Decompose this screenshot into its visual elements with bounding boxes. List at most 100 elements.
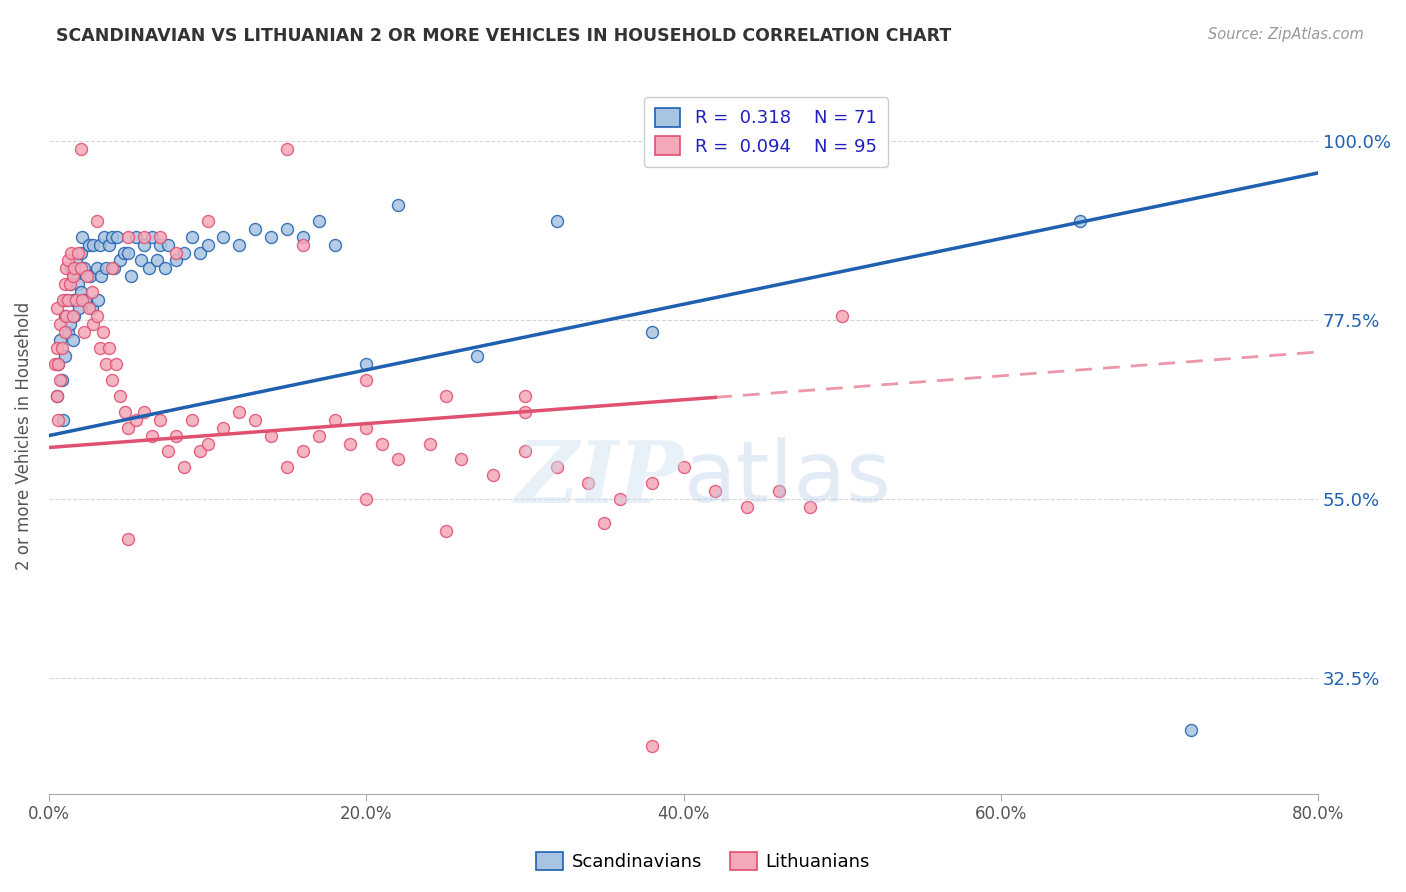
- Point: [104, 357, 127, 371]
- Point: [101, 373, 124, 387]
- Point: [465, 349, 488, 363]
- Point: [69, 285, 91, 300]
- Point: [141, 229, 163, 244]
- Point: [134, 229, 156, 244]
- Point: [291, 229, 314, 244]
- Point: [188, 444, 211, 458]
- Point: [173, 460, 195, 475]
- Point: [73, 261, 96, 276]
- Point: [323, 412, 346, 426]
- Point: [228, 405, 250, 419]
- Point: [94, 261, 117, 276]
- Point: [188, 245, 211, 260]
- Point: [173, 245, 195, 260]
- Point: [165, 245, 187, 260]
- Point: [356, 373, 378, 387]
- Point: [45, 341, 67, 355]
- Point: [165, 428, 187, 442]
- Point: [228, 237, 250, 252]
- Point: [48, 357, 70, 371]
- Point: [67, 301, 90, 316]
- Point: [56, 325, 79, 339]
- Point: [75, 293, 97, 308]
- Legend: Scandinavians, Lithuanians: Scandinavians, Lithuanians: [529, 845, 877, 879]
- Point: [434, 524, 457, 538]
- Point: [69, 245, 91, 260]
- Point: [323, 237, 346, 252]
- Point: [141, 428, 163, 442]
- Point: [77, 301, 100, 316]
- Point: [91, 325, 114, 339]
- Point: [134, 237, 156, 252]
- Point: [117, 532, 139, 546]
- Point: [197, 436, 219, 450]
- Point: [245, 412, 267, 426]
- Point: [117, 420, 139, 434]
- Point: [56, 293, 79, 308]
- Point: [704, 484, 727, 499]
- Point: [86, 261, 108, 276]
- Point: [63, 309, 86, 323]
- Point: [513, 444, 536, 458]
- Point: [260, 428, 283, 442]
- Text: ZIP: ZIP: [516, 437, 683, 520]
- Point: [110, 253, 132, 268]
- Point: [72, 293, 94, 308]
- Point: [55, 293, 77, 308]
- Point: [62, 333, 84, 347]
- Point: [197, 213, 219, 227]
- Point: [149, 229, 172, 244]
- Point: [66, 277, 89, 292]
- Point: [80, 301, 103, 316]
- Point: [60, 261, 83, 276]
- Point: [482, 468, 505, 483]
- Point: [276, 142, 298, 156]
- Point: [69, 261, 91, 276]
- Point: [94, 357, 117, 371]
- Point: [76, 269, 98, 284]
- Point: [77, 237, 100, 252]
- Point: [101, 261, 124, 276]
- Point: [86, 213, 108, 227]
- Point: [114, 405, 136, 419]
- Point: [356, 492, 378, 507]
- Point: [89, 341, 111, 355]
- Point: [101, 229, 124, 244]
- Point: [260, 229, 283, 244]
- Point: [89, 237, 111, 252]
- Point: [93, 229, 115, 244]
- Point: [62, 293, 84, 308]
- Point: [125, 412, 148, 426]
- Y-axis label: 2 or more Vehicles in Household: 2 or more Vehicles in Household: [15, 301, 32, 570]
- Point: [98, 341, 121, 355]
- Point: [513, 405, 536, 419]
- Point: [276, 221, 298, 235]
- Point: [609, 492, 631, 507]
- Point: [450, 452, 472, 467]
- Point: [62, 269, 84, 284]
- Point: [308, 428, 330, 442]
- Point: [117, 229, 139, 244]
- Point: [831, 309, 853, 323]
- Point: [245, 221, 267, 235]
- Point: [44, 357, 66, 371]
- Point: [197, 237, 219, 252]
- Point: [434, 389, 457, 403]
- Point: [58, 317, 80, 331]
- Point: [66, 245, 89, 260]
- Point: [799, 500, 821, 515]
- Point: [546, 460, 568, 475]
- Point: [180, 412, 202, 426]
- Point: [72, 229, 94, 244]
- Point: [58, 277, 80, 292]
- Point: [129, 253, 152, 268]
- Point: [53, 309, 76, 323]
- Point: [356, 420, 378, 434]
- Point: [73, 325, 96, 339]
- Point: [125, 229, 148, 244]
- Point: [82, 317, 104, 331]
- Point: [53, 325, 76, 339]
- Point: [513, 389, 536, 403]
- Point: [63, 261, 86, 276]
- Point: [641, 739, 664, 753]
